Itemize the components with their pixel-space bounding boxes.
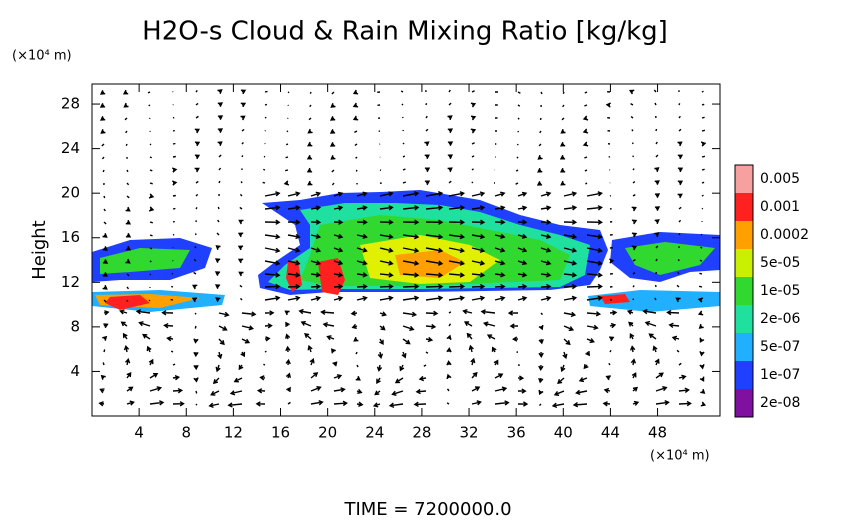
y-tick-label: 4 <box>70 362 80 380</box>
colorbar-label: 5e-05 <box>760 255 800 271</box>
colorbar-label: 0.0002 <box>760 227 809 243</box>
y-tick-label: 24 <box>61 139 80 157</box>
cloud-orange <box>395 250 465 278</box>
colorbar-cell <box>735 193 753 221</box>
cloud-right-upper-inner <box>625 242 715 275</box>
colorbar-label: 0.005 <box>760 171 800 187</box>
x-tick-label: 24 <box>365 424 384 442</box>
colorbar-cell <box>735 333 753 361</box>
y-unit: (×10⁴ m) <box>12 49 72 64</box>
colorbar-label: 2e-08 <box>760 395 800 411</box>
cloud-red <box>286 258 345 295</box>
x-tick-label: 16 <box>271 424 290 442</box>
x-tick-label: 48 <box>648 424 667 442</box>
colorbar-cell <box>735 389 753 417</box>
colorbar-label: 5e-07 <box>760 339 800 355</box>
colorbar-cell <box>735 165 753 193</box>
x-tick-label: 32 <box>459 424 478 442</box>
colorbar-label: 1e-05 <box>760 283 800 299</box>
x-tick-label: 28 <box>412 424 431 442</box>
colorbar-label: 0.001 <box>760 199 800 215</box>
x-tick-label: 8 <box>181 424 191 442</box>
colorbar-cell <box>735 305 753 333</box>
colorbar-frame <box>734 164 754 418</box>
y-tick-label: 8 <box>70 317 80 335</box>
colorbar-label: 1e-07 <box>760 367 800 383</box>
x-tick-label: 44 <box>601 424 620 442</box>
y-tick-label: 20 <box>61 184 80 202</box>
y-tick-label: 12 <box>61 273 80 291</box>
y-axis-label: Height <box>29 220 50 280</box>
colorbar-cell <box>735 361 753 389</box>
x-tick-label: 36 <box>507 424 526 442</box>
cloud-field <box>92 190 720 312</box>
x-tick-label: 20 <box>318 424 337 442</box>
colorbar-cell <box>735 277 753 305</box>
colorbar-label: 2e-06 <box>760 311 800 327</box>
footer: TIME = 7200000.0 <box>343 499 511 519</box>
chart-title: H2O-s Cloud & Rain Mixing Ratio [kg/kg] <box>142 17 668 47</box>
y-tick-label: 28 <box>61 95 80 113</box>
x-unit: (×10⁴ m) <box>650 449 710 464</box>
cloud-left-upper-inner <box>100 248 190 274</box>
cloud-left-lower-core <box>105 295 150 310</box>
x-tick-label: 12 <box>224 424 243 442</box>
colorbar-cell <box>735 249 753 277</box>
x-tick-label: 40 <box>554 424 573 442</box>
colorbar-cell <box>735 221 753 249</box>
wind-vectors <box>98 89 707 409</box>
x-tick-label: 4 <box>134 424 144 442</box>
y-tick-label: 16 <box>61 228 80 246</box>
cloud-right-lower-inner <box>600 294 630 304</box>
plot-frame <box>91 83 721 417</box>
